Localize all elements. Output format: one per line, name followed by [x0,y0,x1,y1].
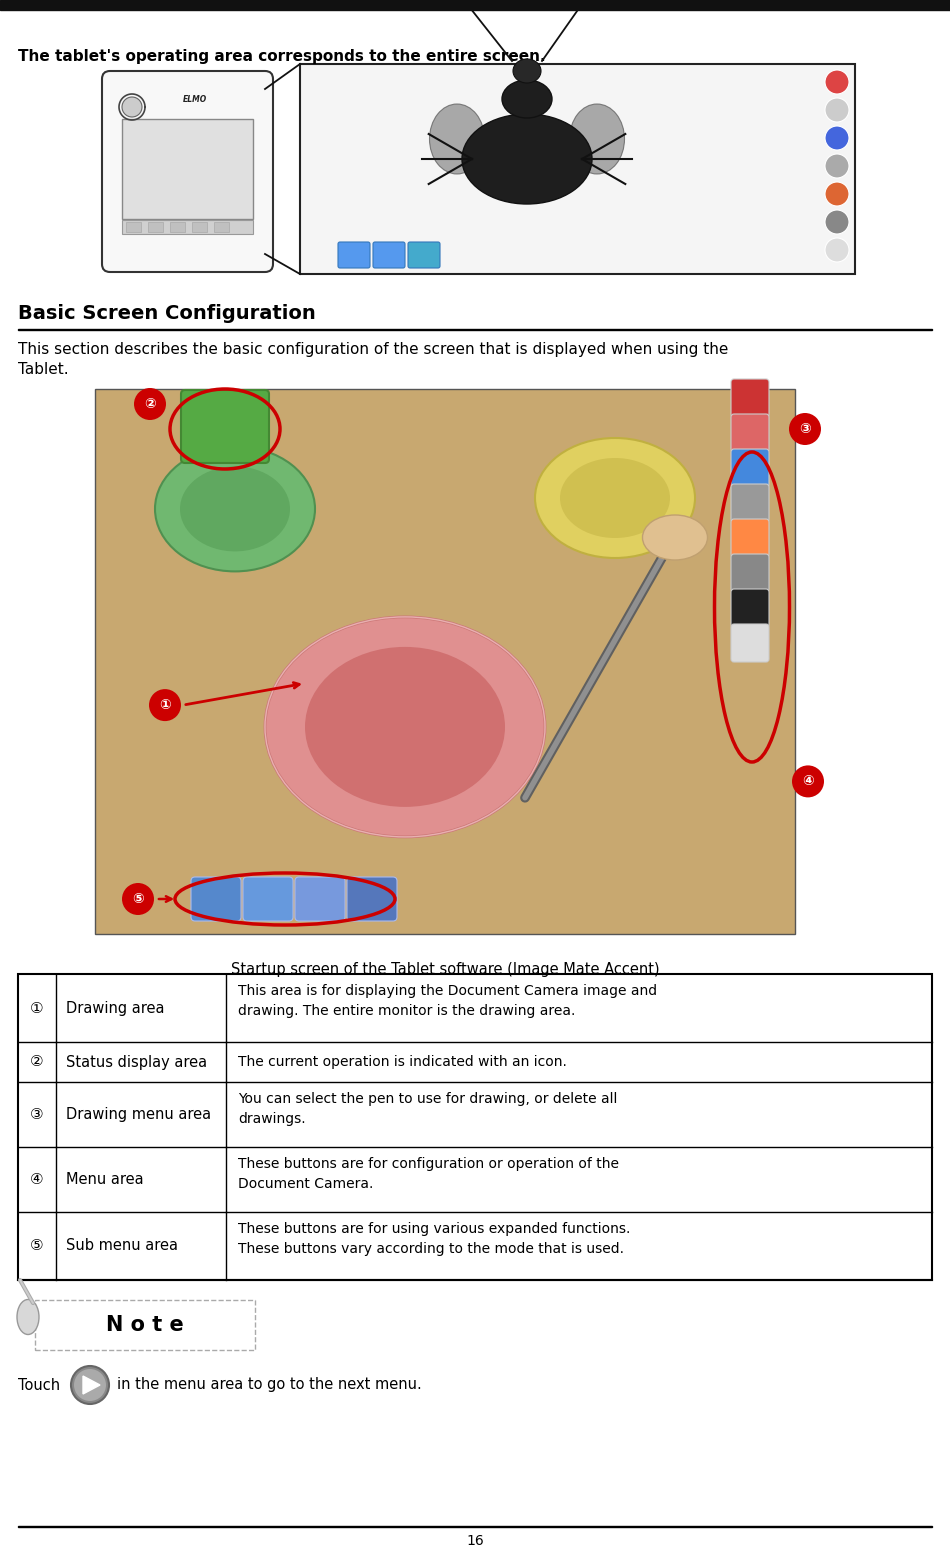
Text: Drawing menu area: Drawing menu area [66,1107,211,1122]
Ellipse shape [155,446,315,572]
Text: ①: ① [160,698,171,712]
Text: This section describes the basic configuration of the screen that is displayed w: This section describes the basic configu… [18,341,729,357]
Circle shape [579,0,589,6]
Circle shape [71,1366,109,1405]
FancyBboxPatch shape [731,483,769,522]
Ellipse shape [265,617,545,837]
Text: Document Camera.: Document Camera. [238,1177,373,1191]
FancyBboxPatch shape [731,519,769,557]
Ellipse shape [462,114,592,204]
FancyBboxPatch shape [295,878,345,921]
Text: ⑤: ⑤ [132,892,143,906]
Text: Tablet.: Tablet. [18,362,68,377]
Bar [122,220,253,234]
Polygon shape [83,1377,100,1394]
Text: ⑤: ⑤ [30,1238,44,1253]
Text: Startup screen of the Tablet software (Image Mate Accent): Startup screen of the Tablet software (I… [231,962,659,977]
FancyBboxPatch shape [243,878,293,921]
Bar [18,974,932,1280]
Circle shape [134,388,166,419]
Text: The current operation is indicated with an icon.: The current operation is indicated with … [238,1055,567,1069]
Text: Sub menu area: Sub menu area [66,1238,178,1253]
Bar [300,64,855,274]
Circle shape [149,689,181,722]
Text: Menu area: Menu area [66,1172,143,1186]
Text: 16: 16 [466,1534,484,1548]
Text: drawings.: drawings. [238,1112,306,1126]
Bar [192,221,207,232]
Circle shape [74,1369,106,1402]
Circle shape [122,882,154,915]
Text: ①: ① [30,1001,44,1015]
Text: This area is for displaying the Document Camera image and: This area is for displaying the Document… [238,984,657,998]
Circle shape [825,154,849,178]
FancyBboxPatch shape [181,390,269,463]
Text: ③: ③ [30,1107,44,1122]
Text: These buttons are for using various expanded functions.: These buttons are for using various expa… [238,1222,631,1236]
Bar [122,118,253,218]
Bar [0,0,950,9]
FancyBboxPatch shape [191,878,241,921]
Ellipse shape [429,104,484,175]
Bar [126,221,141,232]
Text: drawing. The entire monitor is the drawing area.: drawing. The entire monitor is the drawi… [238,1004,576,1018]
Ellipse shape [569,104,624,175]
Text: ②: ② [144,398,156,412]
Circle shape [460,0,470,6]
Circle shape [825,239,849,262]
Circle shape [825,210,849,234]
Circle shape [122,97,142,117]
Bar [35,1300,255,1350]
Circle shape [792,765,824,797]
FancyBboxPatch shape [347,878,397,921]
Circle shape [825,98,849,122]
Ellipse shape [535,438,695,558]
Text: These buttons are for configuration or operation of the: These buttons are for configuration or o… [238,1157,619,1171]
Text: ③: ③ [799,422,811,437]
FancyBboxPatch shape [408,242,440,268]
FancyBboxPatch shape [731,415,769,452]
Circle shape [825,126,849,150]
Circle shape [825,182,849,206]
Text: ELMO: ELMO [182,95,207,103]
FancyBboxPatch shape [338,242,370,268]
Ellipse shape [642,514,708,560]
Bar [148,221,163,232]
Text: Status display area: Status display area [66,1054,207,1069]
Text: ④: ④ [802,775,814,789]
FancyBboxPatch shape [731,553,769,592]
Ellipse shape [560,458,670,538]
Text: ④: ④ [30,1172,44,1186]
Ellipse shape [17,1300,39,1335]
Bar [214,221,229,232]
Text: in the menu area to go to the next menu.: in the menu area to go to the next menu. [117,1378,422,1392]
Text: These buttons vary according to the mode that is used.: These buttons vary according to the mode… [238,1243,624,1257]
Text: Basic Screen Configuration: Basic Screen Configuration [18,304,315,323]
Ellipse shape [180,466,290,552]
Text: The tablet's operating area corresponds to the entire screen.: The tablet's operating area corresponds … [18,48,545,64]
Text: Drawing area: Drawing area [66,1001,164,1015]
Ellipse shape [513,59,541,83]
Ellipse shape [502,80,552,118]
FancyBboxPatch shape [373,242,405,268]
Circle shape [789,413,821,444]
FancyBboxPatch shape [731,624,769,663]
Ellipse shape [305,647,505,808]
FancyBboxPatch shape [731,449,769,486]
FancyBboxPatch shape [102,72,273,271]
Bar [95,390,795,934]
Text: ②: ② [30,1054,44,1069]
FancyBboxPatch shape [731,379,769,416]
Text: You can select the pen to use for drawing, or delete all: You can select the pen to use for drawin… [238,1091,618,1105]
Circle shape [825,70,849,94]
Text: Touch: Touch [18,1378,60,1392]
Text: N o t e: N o t e [106,1314,184,1335]
FancyBboxPatch shape [731,589,769,627]
Bar [170,221,185,232]
